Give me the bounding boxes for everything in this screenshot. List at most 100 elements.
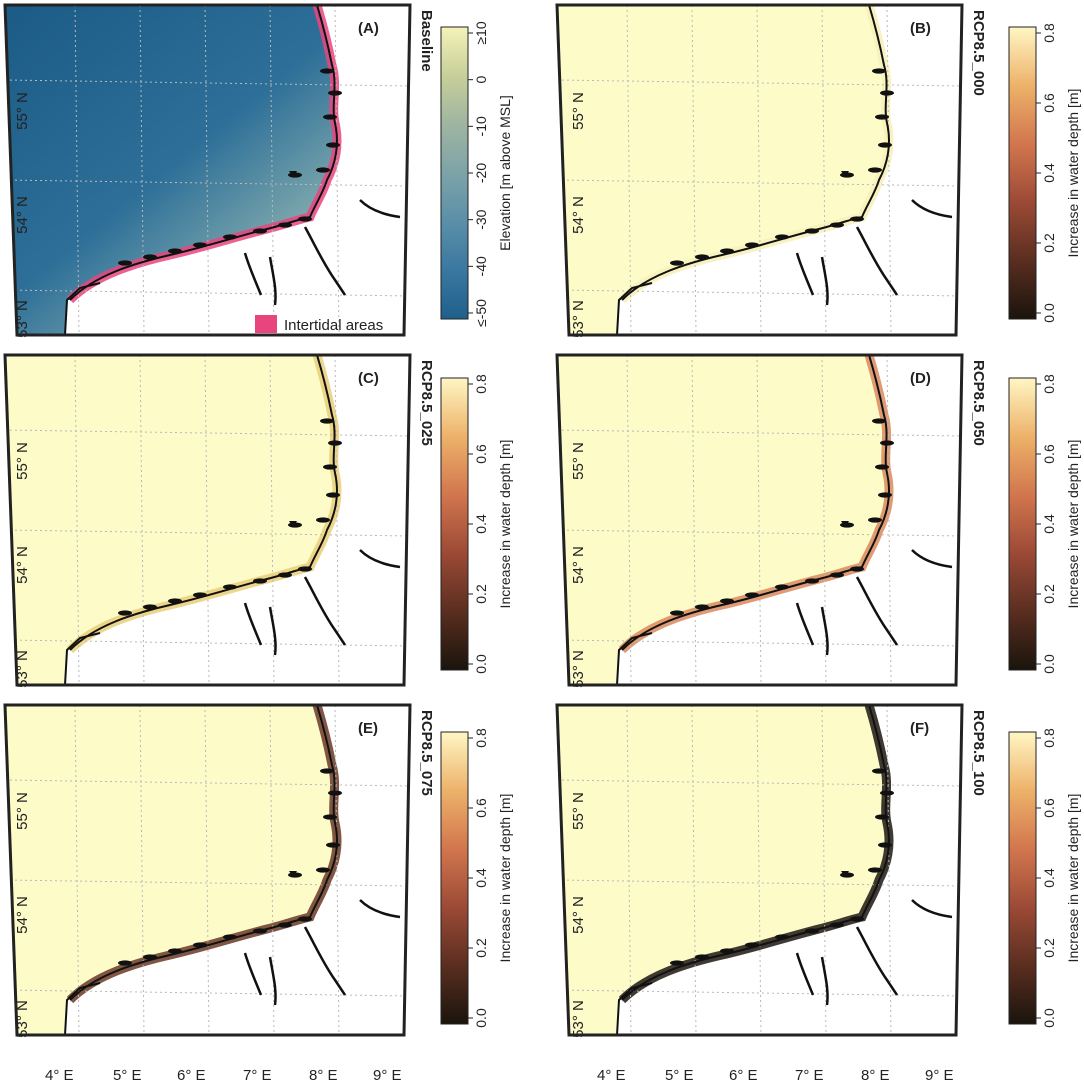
colorbar-tick-label: 0.4 [1041,163,1057,183]
map-panel-e: (E) RCP8.5_075 53° N 54° N 55° N [3,703,435,1038]
estuary [855,926,899,996]
island [872,768,886,774]
estuary [243,602,263,646]
estuary [359,199,401,219]
island [850,916,864,922]
coastline [621,705,890,1001]
island [695,604,709,610]
latitude-label: 54° N [570,896,587,934]
island [328,440,342,446]
island [328,790,342,796]
longitude-label: 4° E [45,1067,74,1084]
scenario-title: RCP8.5_100 [970,710,987,796]
colorbar-tick-label: 0.8 [1041,23,1057,43]
latitude-label: 53° N [570,650,587,688]
longitude-label: 7° E [795,1067,824,1084]
scenario-title: RCP8.5_050 [970,360,987,446]
island [223,584,237,590]
colorbar-e: 0.0 0.2 0.4 0.6 0.8 Increase in water depth [… [440,728,513,1028]
island [695,254,709,260]
island [223,934,237,940]
panel-frame [3,353,412,687]
island-heligoland [289,171,297,177]
colorbar-title: Increase in water depth [m] [497,794,513,963]
island [193,242,207,248]
latitude-label: 54° N [14,896,31,934]
colorbar-a: ≤-50 -40 -30 -20 -10 0 ≥10 Elevation [m above M… [440,21,513,327]
scenario-title: Baseline [418,10,435,72]
estuary [795,252,815,296]
island [670,260,684,266]
gridline-meridian [334,355,340,685]
colorbar-tick-label: 0.0 [473,1008,489,1028]
map-panel-c: (C) RCP8.5_025 53° N 54° N 55° N [3,353,435,688]
colorbar-gradient [1008,377,1037,671]
gridline-meridian [626,705,632,1035]
island [326,492,340,498]
latitude-label: 55° N [570,92,587,130]
island [720,598,734,604]
longitude-label: 7° E [243,1067,272,1084]
island [316,867,330,873]
colorbar-tick-label: 0.4 [473,514,489,534]
island [670,960,684,966]
panel-letter: (C) [358,370,379,387]
island [880,90,894,96]
island [326,842,340,848]
island [830,572,844,578]
coastline [621,5,890,301]
latitude-label: 53° N [14,300,31,338]
land-area [65,5,410,335]
island [143,604,157,610]
panel-frame [3,3,412,337]
estuary [268,956,277,1006]
island [805,578,819,584]
gridline-meridian [74,355,80,685]
island [830,222,844,228]
legend-swatch [255,315,277,333]
island [316,517,330,523]
coastline [64,282,101,335]
coastline [69,705,338,1001]
gridline-meridian [204,355,210,685]
coastline [616,632,653,685]
gridline-meridian [74,705,80,1035]
gridline-meridian [204,5,210,335]
colorbar-tick-label: 0.2 [1041,233,1057,253]
island [278,572,292,578]
island [720,248,734,254]
longitude-label: 5° E [665,1067,694,1084]
island [745,942,759,948]
land-area [617,705,962,1035]
island [253,928,267,934]
latitude-label: 53° N [14,1000,31,1038]
colorbar-tick-label: ≤-50 [473,299,489,327]
colorbar-tick-label: 0.6 [1041,444,1057,464]
estuary [911,899,953,919]
colorbar-title: Increase in water depth [m] [1065,794,1081,963]
land-area [617,5,962,335]
colorbar-tick-label: ≥10 [473,21,489,44]
island-heligoland [289,871,297,877]
coastline [64,982,101,1035]
coastline [616,982,653,1035]
island-heligoland [841,521,849,527]
panel-letter: (F) [910,720,929,737]
island [868,867,882,873]
island [323,814,337,820]
latitude-label: 55° N [570,442,587,480]
estuary [303,226,347,296]
colorbar-tick-label: 0.0 [1041,654,1057,674]
scenario-title: RCP8.5_025 [418,360,435,446]
estuary [359,899,401,919]
colorbar-tick-label: 0.0 [1041,1008,1057,1028]
panel-frame [555,3,964,337]
island [880,440,894,446]
island [323,464,337,470]
estuary [243,952,263,996]
estuary [268,606,277,656]
island [872,68,886,74]
colorbar-tick-label: 0.6 [1041,93,1057,113]
colorbar-c: 0.0 0.2 0.4 0.6 0.8 Increase in water depth [… [440,374,513,674]
island [868,517,882,523]
